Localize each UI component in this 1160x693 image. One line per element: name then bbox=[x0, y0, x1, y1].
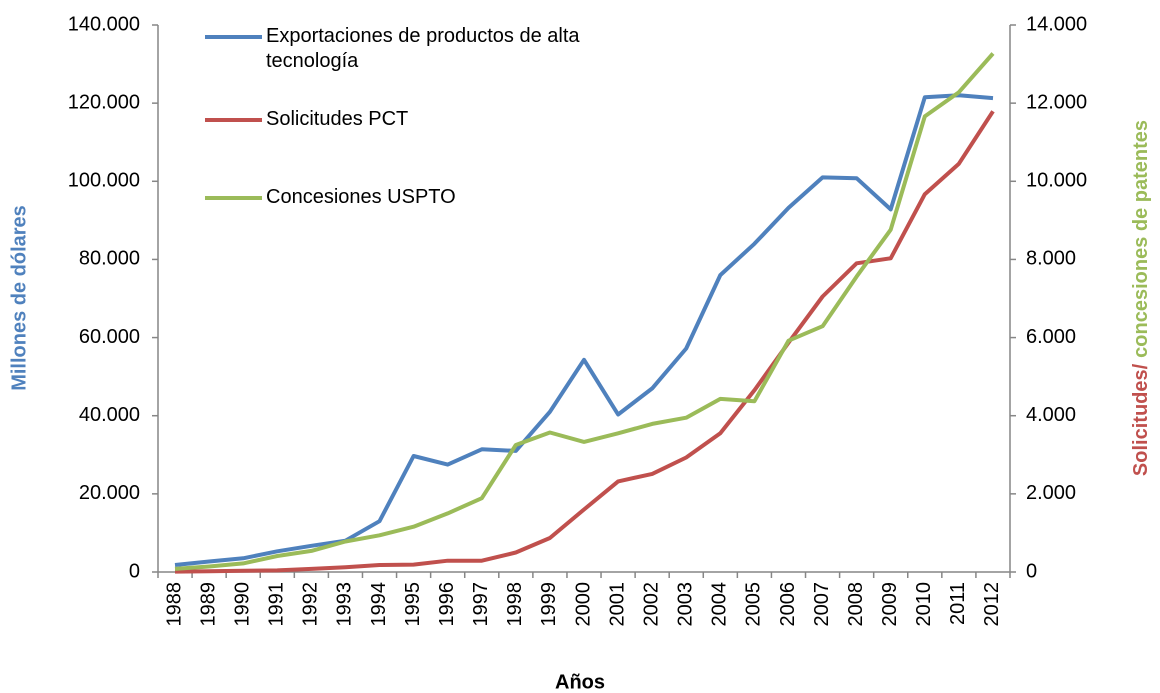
y2-tick-label: 8.000 bbox=[1026, 248, 1076, 270]
y2-axis-title-part: Solicitudes/ bbox=[1130, 363, 1152, 476]
x-tick-label: 1994 bbox=[368, 582, 390, 627]
y-tick-label: 80.000 bbox=[79, 248, 140, 270]
y-tick-label: 140.000 bbox=[68, 13, 140, 35]
y2-tick-label: 10.000 bbox=[1026, 170, 1087, 192]
x-tick-label: 2010 bbox=[913, 582, 935, 627]
x-tick-label: 1989 bbox=[197, 582, 219, 627]
y-tick-label: 40.000 bbox=[79, 404, 140, 426]
x-tick-label: 1992 bbox=[300, 582, 322, 627]
y2-tick-label: 12.000 bbox=[1026, 91, 1087, 113]
y2-tick-label: 2.000 bbox=[1026, 482, 1076, 504]
x-tick-label: 2006 bbox=[777, 582, 799, 627]
y2-tick-label: 14.000 bbox=[1026, 13, 1087, 35]
x-tick-label: 1996 bbox=[436, 582, 458, 627]
y2-tick-label: 6.000 bbox=[1026, 326, 1076, 348]
y-tick-label: 0 bbox=[129, 560, 140, 582]
y-tick-label: 20.000 bbox=[79, 482, 140, 504]
y2-tick-label: 0 bbox=[1026, 560, 1037, 582]
x-tick-label: 1999 bbox=[538, 582, 560, 627]
y2-tick-label: 4.000 bbox=[1026, 404, 1076, 426]
x-tick-label: 1988 bbox=[163, 582, 185, 627]
x-tick-label: 2012 bbox=[981, 582, 1003, 627]
x-tick-label: 1993 bbox=[334, 582, 356, 627]
x-tick-label: 1998 bbox=[504, 582, 526, 627]
legend-label: Concesiones USPTO bbox=[266, 186, 456, 208]
x-tick-label: 1991 bbox=[266, 582, 288, 627]
x-tick-label: 1995 bbox=[402, 582, 424, 627]
x-tick-label: 2005 bbox=[743, 582, 765, 627]
x-tick-label: 1990 bbox=[231, 582, 253, 627]
x-tick-label: 2000 bbox=[572, 582, 594, 627]
x-tick-label: 1997 bbox=[470, 582, 492, 627]
y-tick-label: 60.000 bbox=[79, 326, 140, 348]
x-axis-title: Años bbox=[555, 671, 605, 693]
x-tick-label: 2001 bbox=[606, 582, 628, 627]
series-line bbox=[174, 110, 995, 574]
y2-axis-title-part: concesiones de patentes bbox=[1130, 120, 1152, 358]
x-tick-label: 2007 bbox=[811, 582, 833, 627]
y-axis-title: Millones de dólares bbox=[8, 205, 30, 391]
x-tick-label: 2011 bbox=[947, 582, 969, 625]
x-tick-label: 2003 bbox=[675, 582, 697, 627]
y-tick-label: 100.000 bbox=[68, 170, 140, 192]
legend-label: Solicitudes PCT bbox=[266, 108, 409, 130]
y2-axis-title: Solicitudes/concesiones de patentes bbox=[1130, 120, 1152, 476]
series-line bbox=[174, 93, 994, 567]
y-tick-label: 120.000 bbox=[68, 91, 140, 113]
legend-label: Exportaciones de productos de alta tecno… bbox=[266, 25, 580, 72]
x-tick-label: 2004 bbox=[709, 582, 731, 627]
x-tick-label: 2008 bbox=[845, 582, 867, 627]
series-line bbox=[174, 52, 995, 571]
x-tick-label: 2002 bbox=[640, 582, 662, 627]
x-tick-label: 2009 bbox=[879, 582, 901, 627]
